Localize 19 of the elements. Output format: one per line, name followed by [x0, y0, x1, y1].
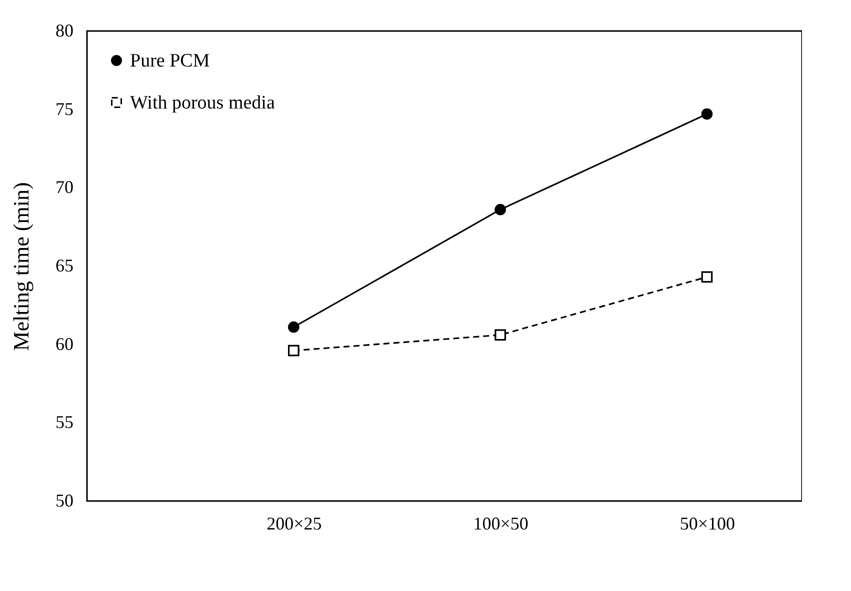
y-tick-label: 55: [56, 412, 74, 432]
point: [288, 321, 300, 333]
y-tick-label: 75: [56, 98, 74, 119]
point: [494, 204, 506, 216]
x-tick-label: 100×50: [473, 514, 528, 534]
legend-label: With porous media: [130, 92, 276, 114]
point: [494, 329, 506, 341]
point: [701, 271, 713, 283]
x-tick-label: 50×100: [680, 514, 736, 534]
point: [288, 344, 300, 356]
legend-label: Pure PCM: [130, 50, 210, 72]
y-axis-title: Melting time (min): [8, 182, 34, 351]
y-tick-label: 65: [56, 256, 74, 276]
y-tick-label: 50: [56, 490, 74, 510]
y-tick-label: 60: [56, 334, 74, 354]
x-tick-label: 200×25: [266, 514, 322, 534]
y-tick-label: 80: [56, 20, 74, 40]
y-tick-label: 70: [56, 177, 74, 198]
point: [701, 108, 713, 120]
